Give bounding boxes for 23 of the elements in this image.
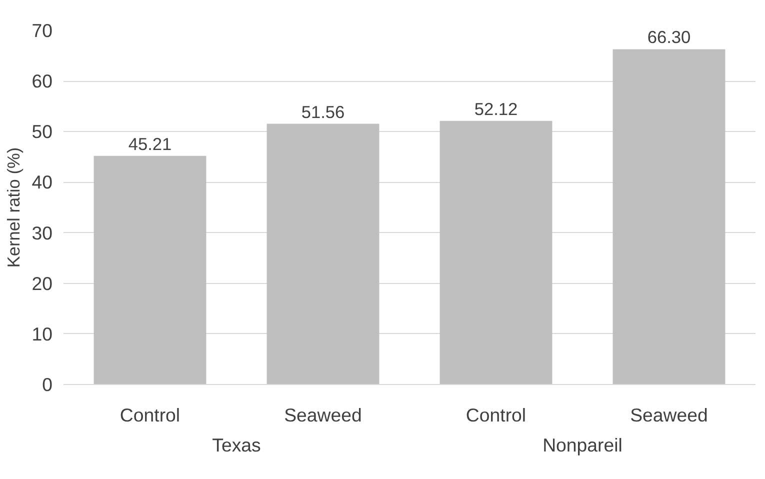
text: Nonpareil xyxy=(542,434,622,456)
y-tick-label: 40 xyxy=(32,172,53,193)
y-axis-title: Kernel ratio (%) xyxy=(4,147,24,268)
y-tick-label: 60 xyxy=(32,70,53,92)
y-tick-label: 0 xyxy=(42,374,53,395)
bar xyxy=(266,124,380,384)
text: Texas xyxy=(212,434,261,456)
x-tick-label: Control xyxy=(120,404,180,426)
y-tick-label: 20 xyxy=(32,272,53,294)
data-label: 45.21 xyxy=(128,134,172,154)
y-tick-label: 70 xyxy=(32,20,53,41)
data-label: 66.30 xyxy=(647,27,691,48)
x-tick-label: Seaweed xyxy=(284,404,362,426)
data-label: 52.12 xyxy=(474,98,518,119)
bar xyxy=(440,120,552,384)
data-label: 51.56 xyxy=(301,102,345,122)
y-tick-label: 50 xyxy=(32,121,53,142)
x-tick-label: Seaweed xyxy=(630,404,708,426)
y-tick-label: 30 xyxy=(32,222,53,244)
bar xyxy=(94,156,206,384)
x-tick-label: Control xyxy=(466,404,526,426)
bar xyxy=(612,49,726,384)
y-tick-label: 10 xyxy=(32,323,53,344)
